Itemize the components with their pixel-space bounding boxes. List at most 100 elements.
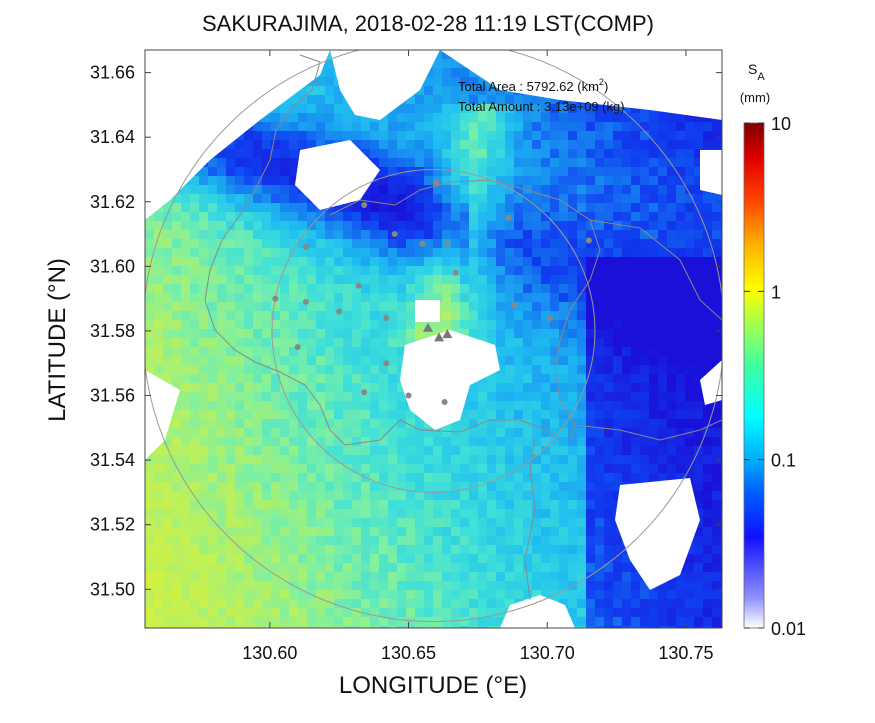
heat-cell	[289, 212, 299, 222]
heat-cell	[487, 437, 497, 447]
heat-cell	[568, 572, 578, 582]
heat-cell	[181, 536, 191, 546]
heat-cell	[541, 302, 551, 312]
heat-cell	[316, 140, 326, 150]
heat-cell	[424, 590, 434, 600]
heat-cell	[208, 608, 218, 618]
heat-cell	[640, 338, 650, 348]
heat-cell	[586, 257, 596, 267]
heat-cell	[298, 95, 308, 105]
heat-cell	[424, 230, 434, 240]
heat-cell	[334, 392, 344, 402]
heat-cell	[307, 230, 317, 240]
heat-cell	[469, 248, 479, 258]
heat-cell	[397, 185, 407, 195]
heat-cell	[325, 392, 335, 402]
heat-cell	[388, 329, 398, 339]
heat-cell	[325, 302, 335, 312]
heat-cell	[289, 545, 299, 555]
heat-cell	[244, 284, 254, 294]
heat-cell	[289, 140, 299, 150]
heat-cell	[676, 446, 686, 456]
heat-cell	[253, 185, 263, 195]
heat-cell	[469, 572, 479, 582]
heat-cell	[172, 230, 182, 240]
heat-cell	[325, 563, 335, 573]
heat-cell	[208, 518, 218, 528]
heat-cell	[694, 545, 704, 555]
heat-cell	[604, 473, 614, 483]
heat-cell	[271, 608, 281, 618]
heat-cell	[640, 275, 650, 285]
heat-cell	[280, 329, 290, 339]
heat-cell	[208, 329, 218, 339]
heat-cell	[559, 491, 569, 501]
heat-cell	[424, 428, 434, 438]
heat-cell	[271, 383, 281, 393]
heat-cell	[307, 320, 317, 330]
heat-cell	[325, 113, 335, 123]
heat-cell	[217, 212, 227, 222]
heat-cell	[505, 473, 515, 483]
heat-cell	[172, 356, 182, 366]
heat-cell	[604, 167, 614, 177]
heat-cell	[271, 563, 281, 573]
heat-cell	[280, 437, 290, 447]
heat-cell	[487, 104, 497, 114]
heat-cell	[631, 365, 641, 375]
heat-cell	[559, 581, 569, 591]
heat-cell	[667, 158, 677, 168]
heat-cell	[586, 365, 596, 375]
heat-cell	[181, 599, 191, 609]
heat-cell	[352, 230, 362, 240]
heat-cell	[586, 320, 596, 330]
heat-cell	[253, 194, 263, 204]
heat-cell	[460, 437, 470, 447]
heat-cell	[181, 455, 191, 465]
heat-cell	[487, 509, 497, 519]
heat-cell	[631, 320, 641, 330]
heat-cell	[703, 239, 713, 249]
heat-cell	[667, 590, 677, 600]
heat-cell	[424, 293, 434, 303]
heat-cell	[478, 509, 488, 519]
heat-cell	[541, 428, 551, 438]
heat-cell	[595, 527, 605, 537]
heat-cell	[505, 419, 515, 429]
heat-cell	[442, 302, 452, 312]
heat-cell	[406, 482, 416, 492]
heat-cell	[307, 131, 317, 141]
heat-cell	[199, 599, 209, 609]
heat-cell	[613, 383, 623, 393]
heat-cell	[334, 608, 344, 618]
heat-cell	[406, 311, 416, 321]
heat-cell	[181, 383, 191, 393]
heat-cell	[658, 374, 668, 384]
heat-cell	[640, 311, 650, 321]
heat-cell	[325, 455, 335, 465]
heat-cell	[595, 617, 605, 627]
heat-cell	[595, 446, 605, 456]
heat-cell	[235, 401, 245, 411]
heat-cell	[541, 563, 551, 573]
heat-cell	[208, 590, 218, 600]
heat-cell	[190, 500, 200, 510]
heat-cell	[514, 536, 524, 546]
heat-cell	[343, 230, 353, 240]
heat-cell	[631, 212, 641, 222]
heat-cell	[586, 104, 596, 114]
heat-cell	[712, 284, 722, 294]
heat-cell	[289, 176, 299, 186]
heat-cell	[631, 581, 641, 591]
heat-cell	[217, 437, 227, 447]
heat-cell	[316, 221, 326, 231]
heat-cell	[685, 599, 695, 609]
heat-cell	[586, 212, 596, 222]
heat-cell	[217, 455, 227, 465]
chart-title: SAKURAJIMA, 2018-02-28 11:19 LST(COMP)	[202, 11, 654, 36]
heat-cell	[307, 617, 317, 627]
heat-cell	[208, 446, 218, 456]
heat-cell	[631, 599, 641, 609]
heat-cell	[316, 104, 326, 114]
heat-cell	[298, 131, 308, 141]
